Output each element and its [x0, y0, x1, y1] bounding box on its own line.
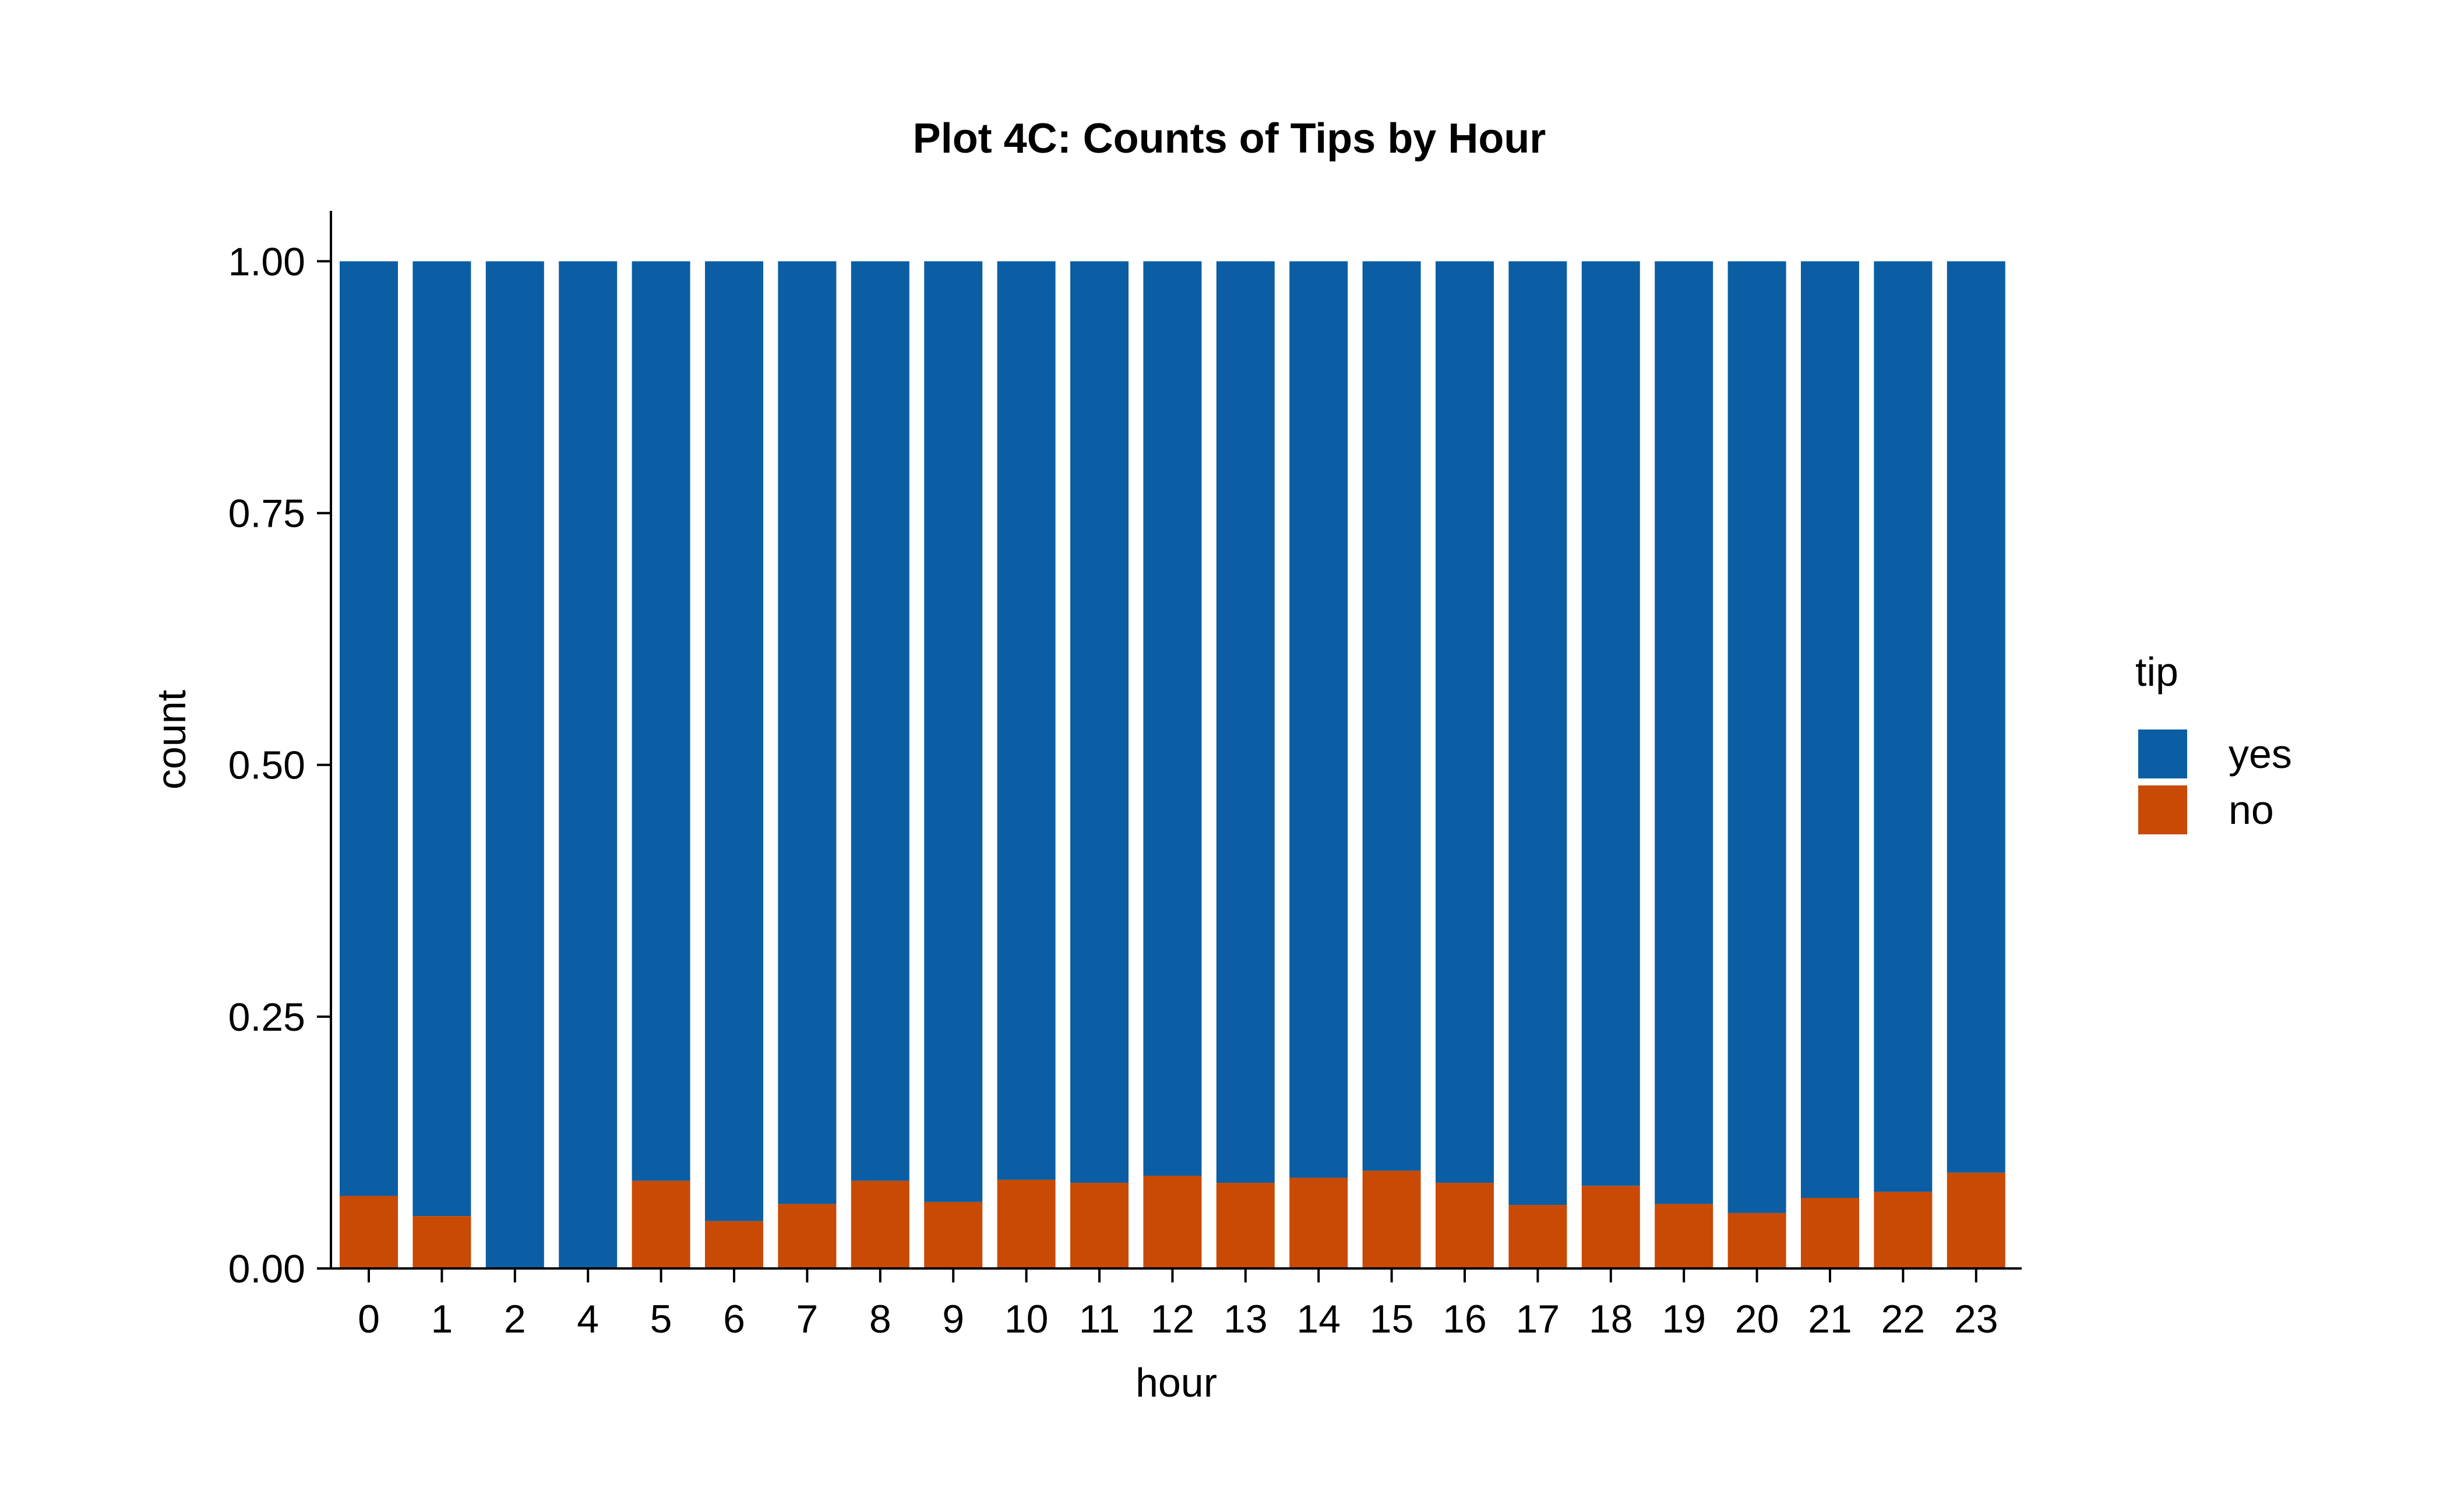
- bar-no-hour-18: [1581, 1186, 1640, 1268]
- bar-yes-hour-19: [1655, 261, 1713, 1204]
- x-tick-label-18: 18: [1589, 1297, 1633, 1341]
- bar-yes-hour-16: [1436, 261, 1494, 1183]
- y-tick-label: 0.00: [228, 1247, 305, 1291]
- y-tick-label: 0.25: [228, 995, 305, 1039]
- legend-label-no: no: [2229, 787, 2274, 833]
- x-tick-label-23: 23: [1954, 1297, 1998, 1341]
- bar-yes-hour-7: [778, 261, 837, 1204]
- bar-no-hour-8: [851, 1180, 909, 1268]
- legend-label-yes: yes: [2229, 731, 2292, 777]
- bar-yes-hour-23: [1947, 261, 2005, 1173]
- bar-no-hour-19: [1655, 1204, 1713, 1268]
- bar-yes-hour-9: [924, 261, 983, 1202]
- bar-yes-hour-22: [1874, 261, 1933, 1192]
- x-tick-label-14: 14: [1296, 1297, 1341, 1341]
- bar-yes-hour-8: [851, 261, 909, 1181]
- x-tick-label-15: 15: [1370, 1297, 1414, 1341]
- y-tick-label: 0.50: [228, 743, 305, 788]
- bar-yes-hour-20: [1727, 261, 1786, 1213]
- x-tick-label-11: 11: [1079, 1297, 1120, 1341]
- bar-no-hour-23: [1947, 1172, 2005, 1268]
- x-tick-label-21: 21: [1808, 1297, 1852, 1341]
- bar-yes-hour-14: [1289, 261, 1348, 1178]
- x-tick-label-16: 16: [1443, 1297, 1487, 1341]
- x-tick-label-13: 13: [1224, 1297, 1268, 1341]
- bar-yes-hour-13: [1216, 261, 1275, 1183]
- bar-yes-hour-5: [632, 261, 690, 1181]
- bar-yes-hour-18: [1581, 261, 1640, 1186]
- x-tick-label-1: 1: [431, 1297, 453, 1341]
- bar-yes-hour-1: [412, 261, 471, 1217]
- x-tick-label-2: 2: [504, 1297, 526, 1341]
- bar-no-hour-22: [1874, 1192, 1933, 1268]
- x-tick-label-6: 6: [723, 1297, 745, 1341]
- legend-title: tip: [2135, 649, 2178, 695]
- bar-no-hour-21: [1801, 1198, 1859, 1268]
- bar-yes-hour-21: [1801, 261, 1859, 1198]
- bar-yes-hour-0: [340, 261, 398, 1196]
- x-tick-label-5: 5: [650, 1297, 672, 1341]
- bar-no-hour-17: [1508, 1205, 1567, 1268]
- bar-no-hour-11: [1070, 1183, 1129, 1268]
- x-tick-label-4: 4: [577, 1297, 599, 1341]
- bar-no-hour-9: [924, 1201, 983, 1268]
- y-tick-label: 1.00: [228, 239, 305, 284]
- x-axis: 0 1 2 4 5 6 7 8 9 10 11 12 13 14 15 16 17 18 19 20 21 22 23: [331, 1267, 2022, 1341]
- x-tick-label-19: 19: [1662, 1297, 1706, 1341]
- bar-yes-hour-10: [997, 261, 1056, 1180]
- bars-group: [340, 261, 2005, 1268]
- bar-yes-hour-11: [1070, 261, 1129, 1183]
- bar-no-hour-14: [1289, 1178, 1348, 1268]
- bar-yes-hour-4: [559, 261, 618, 1268]
- x-tick-label-7: 7: [796, 1297, 818, 1341]
- legend-swatch-yes: [2138, 729, 2187, 778]
- bar-no-hour-20: [1727, 1213, 1786, 1268]
- x-tick-label-20: 20: [1735, 1297, 1779, 1341]
- x-tick-label-8: 8: [869, 1297, 891, 1341]
- x-tick-label-0: 0: [358, 1297, 380, 1341]
- bar-yes-hour-17: [1508, 261, 1567, 1206]
- bar-yes-hour-15: [1362, 261, 1421, 1171]
- x-axis-label: hour: [1136, 1360, 1217, 1405]
- chart-title: Plot 4C: Counts of Tips by Hour: [913, 115, 1546, 162]
- bar-no-hour-6: [705, 1221, 763, 1268]
- bar-no-hour-16: [1436, 1183, 1494, 1268]
- bar-no-hour-1: [412, 1216, 471, 1268]
- bar-no-hour-7: [778, 1204, 837, 1268]
- bar-no-hour-15: [1362, 1171, 1421, 1268]
- x-tick-label-22: 22: [1881, 1297, 1926, 1341]
- bar-yes-hour-2: [485, 261, 544, 1268]
- x-tick-label-9: 9: [942, 1297, 964, 1341]
- x-tick-label-17: 17: [1516, 1297, 1560, 1341]
- bar-no-hour-13: [1216, 1183, 1275, 1268]
- legend: tip yes no: [2135, 649, 2292, 834]
- bar-yes-hour-6: [705, 261, 763, 1221]
- bar-no-hour-12: [1143, 1175, 1202, 1268]
- y-tick-label: 0.75: [228, 492, 305, 536]
- bar-no-hour-10: [997, 1179, 1056, 1268]
- bar-yes-hour-12: [1143, 261, 1202, 1176]
- bar-no-hour-5: [632, 1180, 690, 1268]
- x-tick-label-12: 12: [1151, 1297, 1195, 1341]
- y-axis-label: count: [149, 690, 194, 790]
- x-tick-label-10: 10: [1004, 1297, 1049, 1341]
- legend-swatch-no: [2138, 785, 2187, 834]
- y-axis: 0.00 0.25 0.50 0.75 1.00: [228, 211, 332, 1291]
- bar-no-hour-0: [340, 1196, 398, 1268]
